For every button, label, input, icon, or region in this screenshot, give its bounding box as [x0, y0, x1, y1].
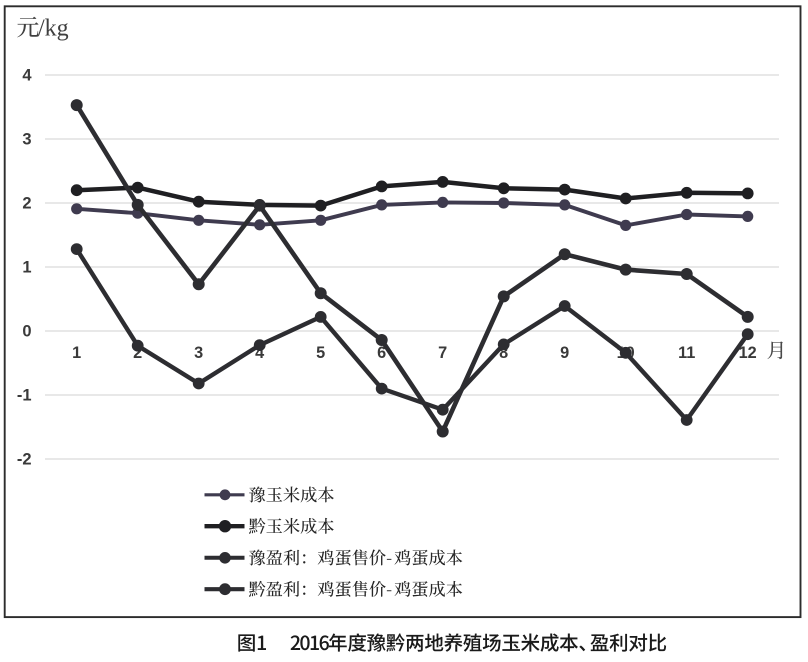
svg-text:1: 1 [22, 259, 31, 277]
svg-text:7: 7 [438, 344, 447, 362]
svg-text:4: 4 [255, 344, 264, 362]
svg-text:/kg: /kg [38, 16, 69, 42]
svg-text:3: 3 [22, 131, 31, 149]
svg-text:4: 4 [22, 67, 32, 85]
svg-text:-2: -2 [17, 451, 32, 469]
svg-text:2: 2 [22, 195, 31, 213]
svg-text:-1: -1 [17, 387, 32, 405]
svg-text:11: 11 [678, 344, 695, 362]
svg-text:3: 3 [194, 344, 203, 362]
svg-text:6: 6 [377, 344, 386, 362]
svg-text:8: 8 [499, 344, 508, 362]
svg-text:5: 5 [316, 344, 325, 362]
svg-text:2: 2 [133, 344, 142, 362]
svg-text:0: 0 [22, 323, 31, 341]
svg-text:9: 9 [560, 344, 569, 362]
svg-text:12: 12 [739, 344, 757, 362]
svg-text:1: 1 [72, 344, 81, 362]
